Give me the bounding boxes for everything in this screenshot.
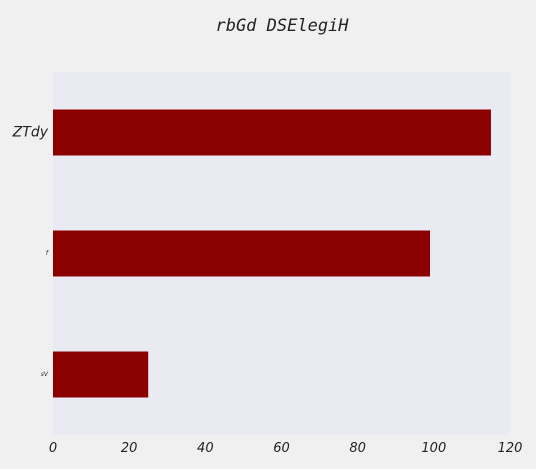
- x-tick-label: 100: [421, 441, 446, 456]
- y-tick-label: ZTdy: [12, 125, 49, 141]
- chart-title: rbGd DSElegiH: [215, 16, 349, 36]
- y-tick-labels: ZTdy f sV: [12, 125, 49, 379]
- x-tick-label: 0: [49, 441, 57, 456]
- bar-sV: [53, 351, 149, 398]
- bars-group: [53, 109, 491, 398]
- x-tick-label: 40: [197, 441, 214, 456]
- bar-f: [53, 230, 431, 277]
- x-tick-label: 120: [498, 441, 523, 456]
- y-tick-label: sV: [41, 371, 49, 378]
- y-tick-label: f: [46, 250, 49, 257]
- bar-ZTdy: [53, 109, 491, 156]
- x-tick-label: 60: [273, 441, 290, 456]
- x-tick-labels: 0 20 40 60 80 100 120: [49, 441, 523, 456]
- x-tick-label: 20: [121, 441, 138, 456]
- x-tick-label: 80: [349, 441, 366, 456]
